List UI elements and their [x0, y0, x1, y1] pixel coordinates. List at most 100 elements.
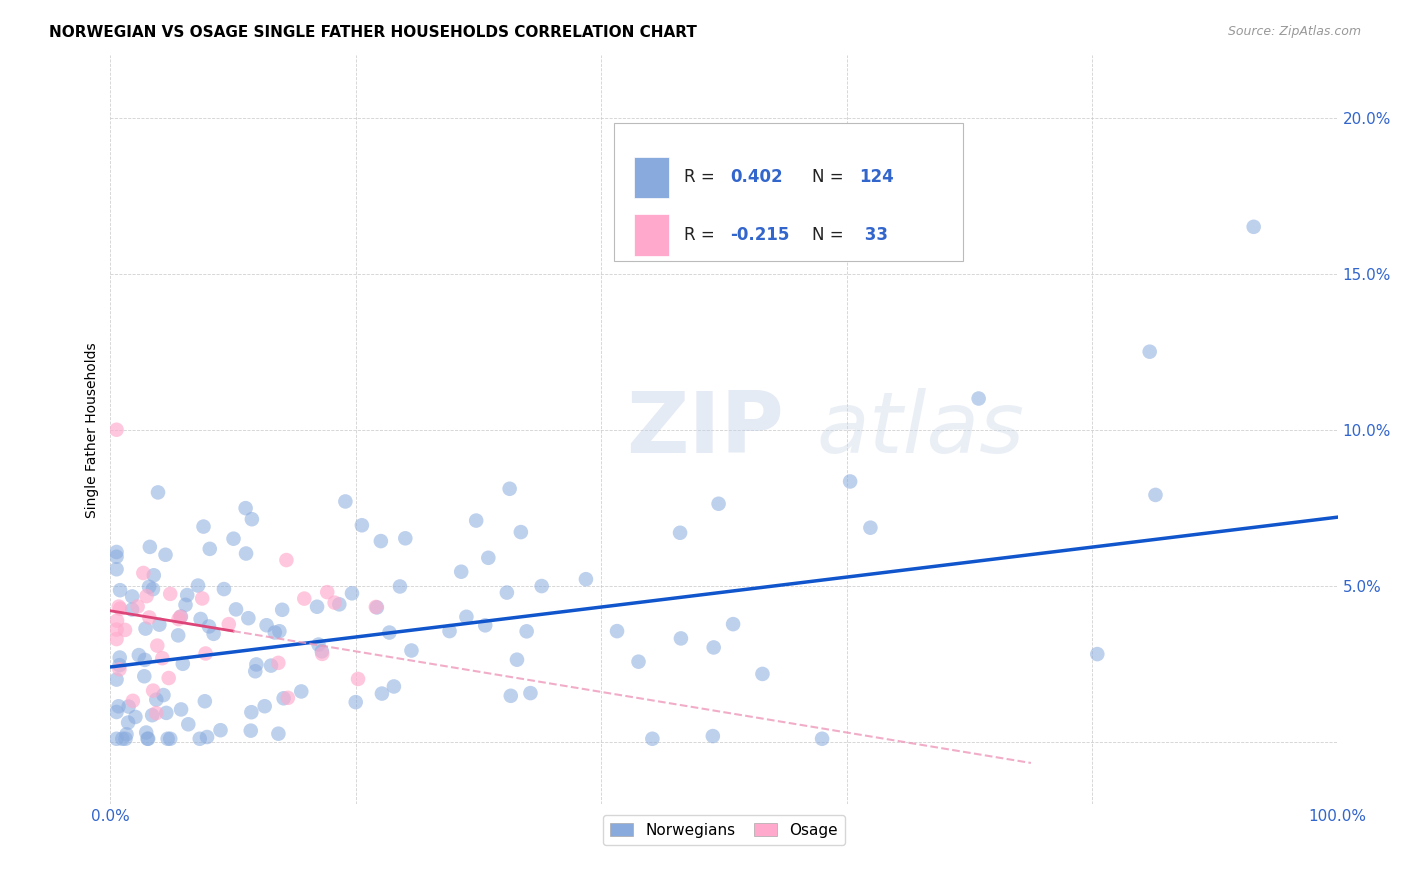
Point — [105, 623, 128, 637]
Point — [370, 534, 392, 549]
Point — [859, 521, 882, 535]
Point — [105, 562, 128, 576]
Point — [235, 501, 257, 516]
Point — [218, 617, 240, 632]
Point — [159, 731, 181, 746]
Point — [169, 610, 191, 624]
Text: 124: 124 — [859, 169, 894, 186]
Point — [142, 568, 165, 582]
Legend: Norwegians, Osage: Norwegians, Osage — [603, 815, 845, 846]
Point — [108, 601, 131, 615]
Point — [198, 619, 221, 633]
Point — [117, 699, 139, 714]
Point — [138, 580, 160, 594]
Point — [142, 582, 165, 596]
Point — [108, 650, 131, 665]
Point — [839, 475, 862, 489]
Point — [721, 617, 744, 632]
Point — [121, 694, 143, 708]
Text: -0.215: -0.215 — [730, 226, 790, 244]
Point — [382, 680, 405, 694]
Point — [139, 540, 162, 554]
Point — [187, 578, 209, 592]
Point — [256, 618, 278, 632]
Point — [707, 497, 730, 511]
FancyBboxPatch shape — [613, 122, 963, 261]
Text: ZIP: ZIP — [626, 388, 783, 471]
Point — [516, 624, 538, 639]
Point — [271, 603, 294, 617]
Point — [146, 639, 169, 653]
Text: N =: N = — [813, 226, 849, 244]
Point — [235, 547, 257, 561]
Point — [1139, 344, 1161, 359]
Point — [145, 706, 167, 720]
Point — [170, 702, 193, 716]
Point — [172, 657, 194, 671]
Point — [328, 597, 350, 611]
Point — [273, 691, 295, 706]
Point — [335, 494, 357, 508]
Point — [170, 609, 193, 624]
Point — [167, 628, 190, 642]
Point — [308, 638, 330, 652]
Point — [260, 658, 283, 673]
Point — [350, 518, 373, 533]
Point — [305, 599, 328, 614]
Point — [364, 599, 387, 614]
Point — [474, 618, 496, 632]
Point — [245, 665, 267, 679]
Point — [347, 672, 370, 686]
Point — [134, 669, 156, 683]
Point — [190, 612, 212, 626]
FancyBboxPatch shape — [634, 157, 669, 198]
Point — [669, 525, 692, 540]
Point — [477, 550, 499, 565]
Point — [188, 731, 211, 746]
Point — [267, 727, 290, 741]
Point — [124, 710, 146, 724]
Point — [703, 640, 725, 655]
Point — [240, 512, 263, 526]
Point — [263, 625, 285, 640]
Point — [155, 706, 177, 720]
Point — [138, 610, 160, 624]
Point — [105, 423, 128, 437]
Point — [174, 598, 197, 612]
Point — [148, 617, 170, 632]
Point — [134, 653, 156, 667]
Point — [141, 708, 163, 723]
Point — [276, 553, 298, 567]
Point — [253, 699, 276, 714]
Point — [159, 587, 181, 601]
FancyBboxPatch shape — [634, 214, 669, 255]
Point — [105, 614, 128, 628]
Point — [506, 653, 529, 667]
Point — [702, 729, 724, 743]
Point — [496, 585, 519, 599]
Point — [111, 731, 134, 746]
Point — [105, 673, 128, 687]
Point — [114, 623, 136, 637]
Point — [388, 579, 411, 593]
Point — [269, 624, 291, 639]
Point — [105, 705, 128, 719]
Text: N =: N = — [813, 169, 849, 186]
Point — [238, 611, 260, 625]
Point — [194, 694, 217, 708]
Point — [267, 656, 290, 670]
Point — [292, 591, 315, 606]
Point — [136, 731, 159, 746]
Point — [465, 514, 488, 528]
Point — [394, 531, 416, 545]
Point — [105, 549, 128, 564]
Point — [142, 683, 165, 698]
Point — [202, 627, 225, 641]
Point — [575, 572, 598, 586]
Point — [135, 622, 157, 636]
Point — [498, 482, 520, 496]
Point — [378, 625, 401, 640]
Point — [456, 609, 478, 624]
Text: 33: 33 — [859, 226, 889, 244]
Point — [225, 602, 247, 616]
